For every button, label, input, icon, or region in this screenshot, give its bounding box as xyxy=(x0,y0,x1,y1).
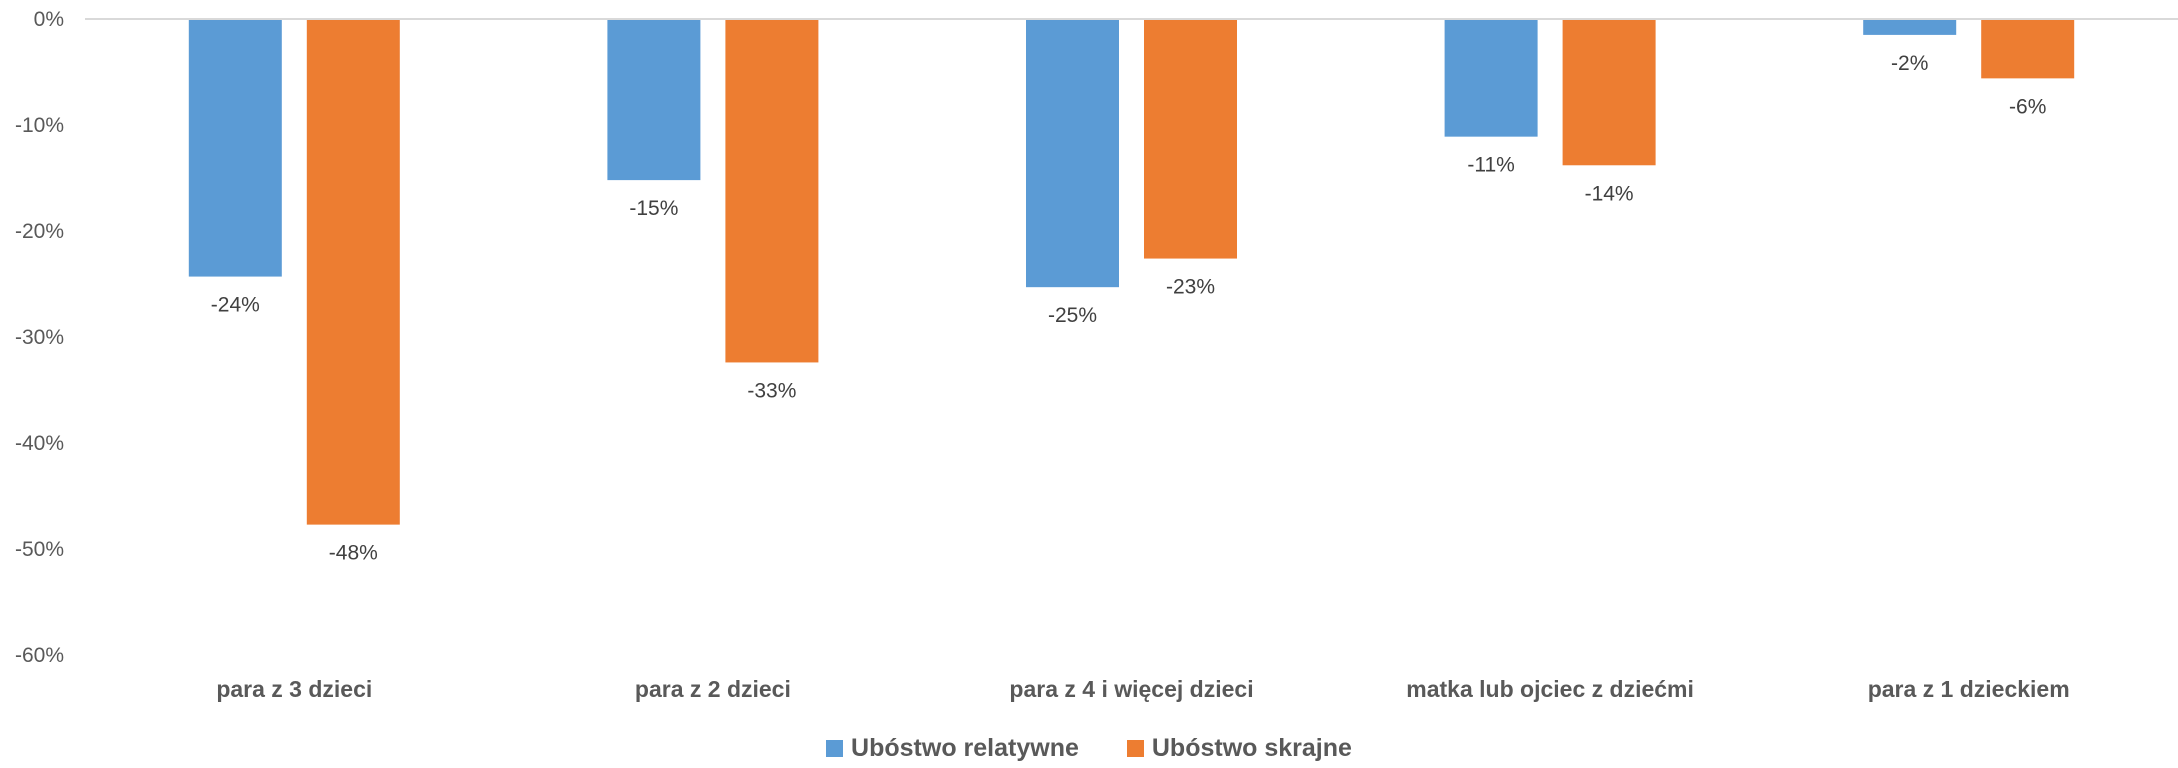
bar xyxy=(188,19,282,277)
data-label: -11% xyxy=(1467,154,1514,177)
legend-label-extreme: Ubóstwo skrajne xyxy=(1151,733,1352,762)
data-label: -6% xyxy=(2009,95,2046,118)
data-label: -14% xyxy=(1585,182,1634,205)
bar xyxy=(1981,19,2075,79)
y-tick-label: -50% xyxy=(15,538,64,561)
legend-label-relative: Ubóstwo relatywne xyxy=(851,733,1079,762)
legend-swatch-extreme xyxy=(1126,739,1144,757)
category-label: para z 4 i więcej dzieci xyxy=(1009,676,1253,702)
data-label: -24% xyxy=(211,294,260,317)
category-label: matka lub ojciec z dziećmi xyxy=(1406,676,1694,702)
data-label: -25% xyxy=(1048,304,1097,327)
bar xyxy=(1026,19,1119,288)
category-label: para z 1 dzieckiem xyxy=(1868,676,2070,702)
y-tick-label: -30% xyxy=(15,326,64,349)
data-labels: -24% -48% -15% -33% -25% -23% -11% -14% -2% -6% xyxy=(211,52,2047,565)
data-label: -48% xyxy=(329,542,378,565)
y-tick-label: 0% xyxy=(34,8,64,31)
category-label: para z 3 dzieci xyxy=(216,676,372,702)
legend: Ubóstwo relatywne Ubóstwo skrajne xyxy=(0,728,2178,768)
legend-item-extreme: Ubóstwo skrajne xyxy=(1126,733,1352,763)
bar xyxy=(1863,19,1957,35)
data-label: -33% xyxy=(747,379,796,402)
data-label: -2% xyxy=(1891,52,1928,75)
bar xyxy=(1444,19,1538,137)
legend-swatch-relative xyxy=(826,739,844,757)
data-label: -15% xyxy=(629,197,678,220)
y-axis-ticks: 0% -10% -20% -30% -40% -50% -60% xyxy=(15,8,64,667)
bar xyxy=(1144,19,1237,259)
bar xyxy=(607,19,701,181)
legend-item-relative: Ubóstwo relatywne xyxy=(826,734,1079,763)
category-labels: para z 3 dzieci para z 2 dzieci para z 4 i… xyxy=(216,676,2069,702)
y-tick-label: -40% xyxy=(15,432,64,455)
y-tick-label: -20% xyxy=(15,220,64,243)
data-label: -23% xyxy=(1166,276,1215,299)
bars xyxy=(188,19,2075,525)
bar xyxy=(306,19,400,525)
bar xyxy=(1562,19,1656,166)
y-tick-label: -10% xyxy=(15,114,64,137)
category-label: para z 2 dzieci xyxy=(635,676,791,702)
bar-chart: 0%-10%-20%-30%-40%-50%-60% -24%-48%-15%-… xyxy=(15,8,2178,702)
y-tick-label: -60% xyxy=(15,644,64,667)
bar xyxy=(725,19,819,363)
